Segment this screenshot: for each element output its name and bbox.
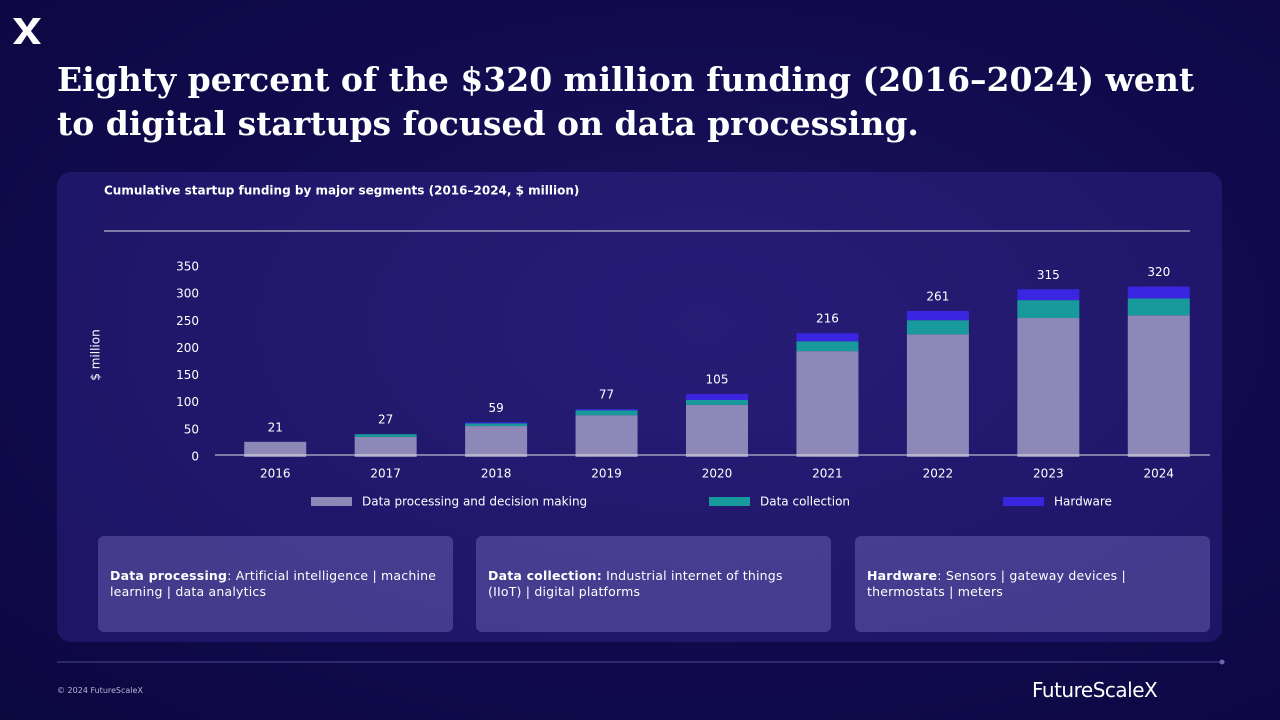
bar-segment [575, 415, 638, 457]
bar-segment [1017, 289, 1080, 301]
x-tick-label: 2019 [591, 467, 622, 481]
total-label: 59 [488, 401, 503, 415]
x-tick-label: 2016 [260, 467, 291, 481]
logo [13, 18, 41, 44]
total-label: 27 [378, 413, 393, 427]
legend-label: Data processing and decision making [362, 495, 587, 509]
bar-segment [686, 404, 748, 457]
bar-segment [686, 394, 748, 400]
bar-segment [1127, 286, 1190, 299]
card-text: : Artificial intelligence | machine lear… [110, 568, 437, 599]
bar-segment [906, 320, 969, 335]
x-tick-label: 2017 [370, 467, 401, 481]
x-tick-label: 2021 [812, 467, 843, 481]
y-tick-label: 200 [176, 341, 199, 355]
bar-segment [1017, 300, 1080, 319]
bar-segment [465, 422, 528, 424]
legend-swatch [311, 497, 352, 506]
y-tick-label: 150 [176, 368, 199, 382]
x-tick-label: 2024 [1144, 467, 1175, 481]
total-label: 320 [1147, 265, 1170, 279]
card-label: Hardware [867, 568, 938, 583]
bar-segment [354, 434, 417, 437]
bar-segment [1127, 315, 1190, 457]
legend-swatch [1003, 497, 1044, 506]
copyright: © 2024 FutureScaleX [57, 686, 143, 695]
total-label: 261 [926, 289, 949, 303]
bar-segment [1127, 298, 1190, 316]
x-tick-label: 2023 [1033, 467, 1064, 481]
card: Hardware: Sensors | gateway devices | th… [855, 536, 1210, 632]
bar-segment [796, 351, 859, 457]
bar-segment [575, 410, 638, 416]
slide-title: Eighty percent of the $320 million fundi… [57, 60, 1195, 143]
y-axis-label: $ million [89, 329, 103, 380]
bar-segment [796, 333, 859, 342]
legend-label: Hardware [1054, 495, 1112, 509]
y-tick-label: 50 [184, 422, 199, 436]
bar-segment [575, 409, 638, 411]
bar-segment [906, 334, 969, 457]
total-label: 77 [599, 388, 614, 402]
x-tick-label: 2020 [702, 467, 733, 481]
legend-swatch [709, 497, 750, 506]
card: Data collection: Industrial internet of … [476, 536, 831, 632]
y-tick-label: 0 [191, 450, 199, 464]
bar-segment [354, 436, 417, 457]
bar-segment [465, 423, 528, 427]
total-label: 315 [1037, 268, 1060, 282]
total-label: 21 [268, 420, 283, 434]
y-tick-label: 350 [176, 260, 199, 274]
bar-segment [906, 310, 969, 321]
brand: FutureScaleX [1032, 678, 1158, 702]
total-label: 105 [706, 373, 729, 387]
chart-title: Cumulative startup funding by major segm… [104, 184, 579, 198]
bar-segment [686, 400, 748, 405]
y-tick-label: 250 [176, 314, 199, 328]
y-tick-label: 100 [176, 395, 199, 409]
card-label: Data processing [110, 568, 228, 583]
card-text: : Sensors | gateway devices | thermostat… [867, 568, 1126, 599]
x-tick-label: 2022 [923, 467, 954, 481]
card-text: Industrial internet of things (IIoT) | d… [488, 568, 783, 599]
bar-segment [1017, 318, 1080, 457]
total-label: 216 [816, 312, 839, 326]
x-tick-label: 2018 [481, 467, 512, 481]
bar-segment [796, 341, 859, 352]
card: Data processing: Artificial intelligence… [98, 536, 453, 632]
card-label: Data collection: [488, 568, 602, 583]
y-tick-label: 300 [176, 287, 199, 301]
legend-label: Data collection [760, 495, 850, 509]
bar-segment [465, 426, 528, 457]
bar-segment [244, 441, 307, 457]
